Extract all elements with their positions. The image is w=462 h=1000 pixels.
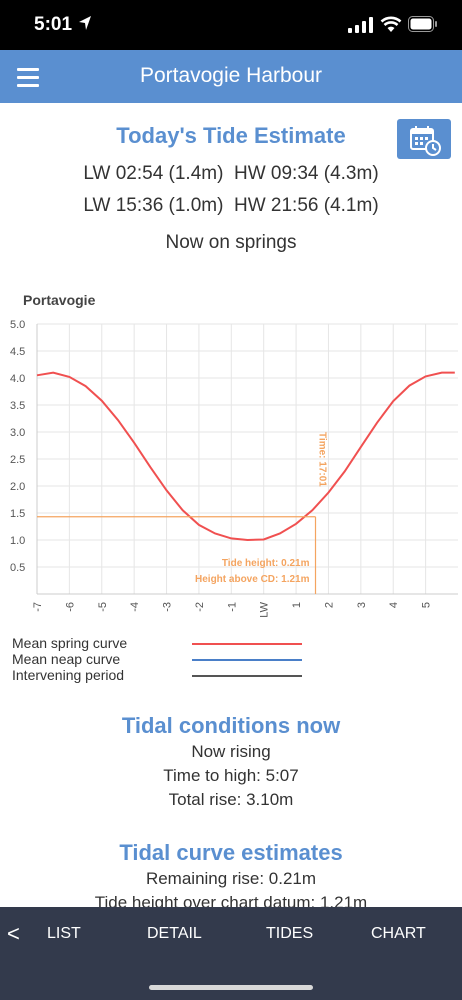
chart-title: Portavogie bbox=[23, 292, 96, 308]
x-tick-label: 1 bbox=[291, 602, 303, 608]
home-indicator bbox=[149, 985, 313, 990]
y-tick-label: 3.0 bbox=[10, 427, 25, 439]
y-tick-label: 4.5 bbox=[10, 346, 25, 358]
y-tick-label: 1.5 bbox=[10, 508, 25, 520]
legend-intervening-label: Intervening period bbox=[12, 667, 125, 683]
legend-neap-swatch bbox=[192, 659, 302, 661]
x-tick-label: 4 bbox=[388, 602, 400, 608]
y-tick-label: 4.0 bbox=[10, 373, 25, 385]
x-tick-label: -4 bbox=[129, 602, 141, 612]
status-time: 5:01 bbox=[34, 14, 73, 35]
cellular-signal-icon bbox=[348, 17, 373, 33]
x-tick-label: -7 bbox=[32, 602, 44, 612]
battery-icon bbox=[408, 16, 437, 32]
estimates-title: Tidal curve estimates bbox=[119, 840, 343, 865]
home-indicator-area bbox=[0, 962, 462, 1000]
location-arrow-icon bbox=[79, 16, 91, 30]
x-tick-label: -6 bbox=[64, 602, 76, 612]
x-tick-label: -5 bbox=[97, 602, 109, 612]
conditions-title: Tidal conditions now bbox=[121, 713, 341, 738]
x-tick-label: LW bbox=[259, 601, 271, 617]
legend-spring-swatch bbox=[192, 643, 302, 645]
legend-intervening-swatch bbox=[192, 675, 302, 677]
wifi-icon bbox=[380, 16, 402, 32]
x-tick-label: -1 bbox=[226, 602, 238, 612]
x-tick-label: 3 bbox=[356, 602, 368, 608]
x-tick-label: -2 bbox=[194, 602, 206, 612]
y-tick-label: 3.5 bbox=[10, 400, 25, 412]
x-tick-label: 5 bbox=[421, 602, 433, 608]
x-tick-label: 2 bbox=[323, 602, 335, 608]
tab-chart[interactable]: CHART bbox=[371, 925, 426, 942]
conditions-line-2: Time to high: 5:07 bbox=[163, 766, 299, 785]
tide-times-line-1: LW 02:54 (1.4m) HW 09:34 (4.3m) bbox=[83, 163, 379, 184]
springs-status: Now on springs bbox=[165, 232, 297, 253]
legend-spring-label: Mean spring curve bbox=[12, 635, 128, 651]
conditions-line-3: Total rise: 3.10m bbox=[168, 790, 294, 809]
tab-detail[interactable]: DETAIL bbox=[147, 925, 202, 942]
y-tick-label: 2.5 bbox=[10, 454, 25, 466]
hamburger-menu-icon[interactable] bbox=[17, 68, 39, 87]
y-tick-label: 1.0 bbox=[10, 535, 25, 547]
y-tick-label: 2.0 bbox=[10, 481, 25, 493]
series-line-spring bbox=[36, 371, 455, 542]
legend-intervening: Intervening period bbox=[12, 667, 312, 683]
calendar-button[interactable] bbox=[397, 119, 451, 159]
legend-neap-label: Mean neap curve bbox=[12, 651, 121, 667]
conditions-line-1: Now rising bbox=[191, 742, 271, 761]
legend-spring: Mean spring curve bbox=[12, 635, 312, 651]
x-tick-label: -3 bbox=[162, 602, 174, 612]
y-tick-label: 0.5 bbox=[10, 562, 25, 574]
calendar-clock-icon bbox=[410, 126, 441, 156]
page-title: Portavogie Harbour bbox=[139, 64, 323, 87]
annotation-tide-height: Tide height: 0.21m bbox=[222, 558, 310, 569]
app-header: Portavogie Harbour bbox=[0, 50, 462, 103]
status-bar: 5:01 bbox=[0, 0, 462, 50]
back-button[interactable]: < bbox=[7, 921, 20, 946]
legend-neap: Mean neap curve bbox=[12, 651, 312, 667]
tab-list[interactable]: LIST bbox=[47, 925, 81, 942]
tide-times-line-2: LW 15:36 (1.0m) HW 21:56 (4.1m) bbox=[83, 195, 379, 216]
bottom-nav: < LIST DETAIL TIDES CHART bbox=[0, 907, 462, 962]
estimates-line-1: Remaining rise: 0.21m bbox=[145, 869, 317, 888]
annotation-height-above-cd: Height above CD: 1.21m bbox=[195, 574, 310, 585]
today-tide-title: Today's Tide Estimate bbox=[116, 123, 346, 148]
tab-tides[interactable]: TIDES bbox=[266, 925, 314, 942]
tide-chart: 0.5 1.0 1.5 2.0 2.5 3.0 3.5 4.0 4.5 5.0 -7 -6 -5 -4 -3… bbox=[10, 319, 458, 618]
annotation-time-label: Time: 17:01 bbox=[317, 432, 328, 487]
y-tick-label: 5.0 bbox=[10, 319, 25, 331]
